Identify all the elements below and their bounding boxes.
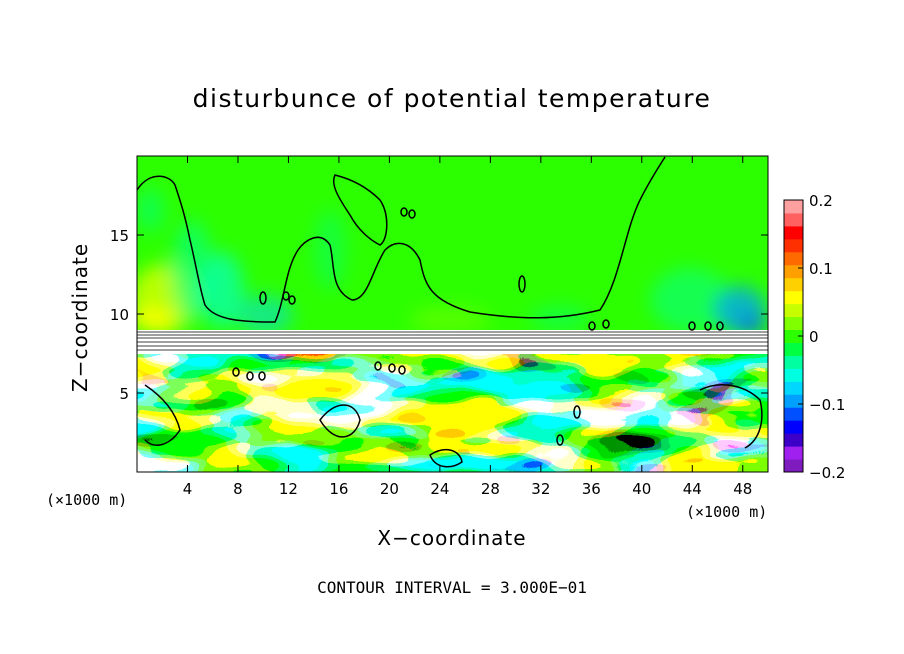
x-tick-label: 48	[733, 480, 752, 498]
colorbar-swatch	[784, 459, 803, 473]
x-tick-label: 20	[380, 480, 399, 498]
y-tick-label: 10	[110, 306, 129, 324]
colorbar-tick-label: 0.2	[809, 192, 833, 210]
inversion-contours	[137, 331, 768, 351]
colorbar-swatch	[784, 264, 803, 279]
heatmap-field	[137, 156, 768, 472]
y-tick-label: 15	[110, 227, 129, 245]
contour-lines	[137, 156, 763, 468]
y-axis-ticks: 5 10 15	[110, 227, 768, 403]
x-tick-label: 12	[279, 480, 298, 498]
x-axis-unit-right: (×1000 m)	[686, 503, 768, 521]
x-axis-label: X−coordinate	[377, 526, 527, 550]
colorbar-swatch	[784, 433, 803, 447]
lower-layer	[137, 353, 768, 472]
x-axis-unit-left: (×1000 m)	[46, 491, 128, 509]
colorbar-swatch	[784, 381, 803, 395]
colorbar-tick-label: −0.2	[809, 464, 845, 482]
colorbar-swatch	[784, 290, 803, 305]
x-tick-label: 40	[632, 480, 651, 498]
colorbar-swatch	[784, 212, 803, 227]
x-tick-label: 36	[582, 480, 601, 498]
colorbar-tick-label: −0.1	[809, 396, 845, 414]
colorbar-tick-label: 0	[809, 328, 819, 346]
colorbar-swatch	[784, 368, 803, 382]
x-tick-label: 24	[430, 480, 449, 498]
contour-interval-note: CONTOUR INTERVAL = 3.000E−01	[317, 578, 587, 597]
x-tick-label: 44	[683, 480, 702, 498]
colorbar-swatch	[784, 316, 803, 331]
chart-title: disturbunce of potential temperature	[192, 84, 712, 113]
x-tick-label: 8	[233, 480, 243, 498]
x-tick-label: 16	[329, 480, 348, 498]
colorbar-swatch	[784, 420, 803, 434]
colorbar-swatch	[784, 407, 803, 421]
x-tick-label: 28	[481, 480, 500, 498]
colorbar-swatch	[784, 238, 803, 253]
colorbar-swatch	[784, 303, 803, 318]
colorbar-swatch	[784, 446, 803, 460]
colorbar-swatch	[784, 394, 803, 408]
colorbar-swatch	[784, 342, 803, 356]
x-tick-label: 32	[531, 480, 550, 498]
colorbar-swatch	[784, 329, 803, 343]
y-tick-label: 5	[119, 385, 129, 403]
y-axis-label: Z−coordinate	[68, 242, 92, 392]
colorbar: 0.2 0.1 0 −0.1 −0.2	[783, 192, 845, 482]
colorbar-swatch	[784, 225, 803, 240]
colorbar-swatch	[784, 277, 803, 292]
colorbar-tick-label: 0.1	[809, 260, 833, 278]
colorbar-swatch	[784, 200, 803, 214]
x-tick-label: 4	[183, 480, 193, 498]
colorbar-swatch	[784, 355, 803, 369]
colorbar-swatch	[784, 251, 803, 266]
x-axis-ticks: 4 8 12 16 20 24 28 32 36 40 44 48	[183, 156, 752, 498]
